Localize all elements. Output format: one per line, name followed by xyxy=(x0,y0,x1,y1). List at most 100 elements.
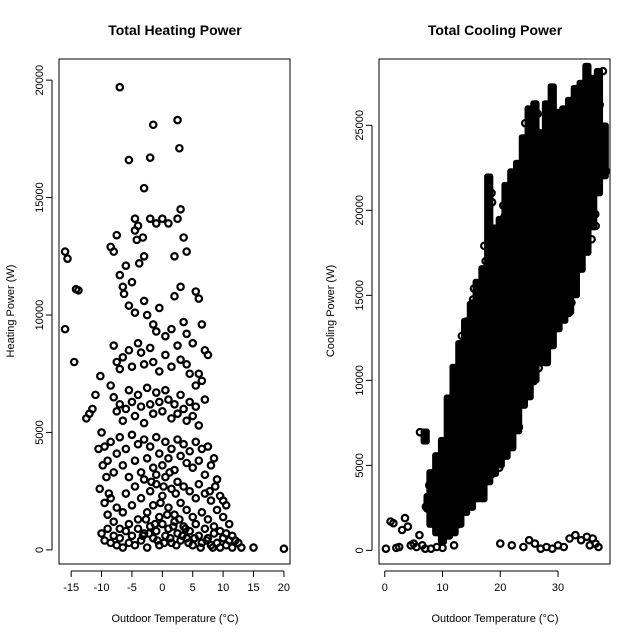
heating-x-ticks: -15 -10 -5 0 5 10 15 20 xyxy=(63,570,290,594)
cooling-data-point xyxy=(580,222,589,231)
cooling-data-point xyxy=(389,518,398,528)
cooling-data-point xyxy=(509,370,519,379)
heating-points xyxy=(60,82,289,554)
cooling-data-point xyxy=(482,312,491,321)
heating-data-point xyxy=(188,512,198,522)
heating-data-point xyxy=(176,451,185,461)
heating-data-point xyxy=(221,500,231,510)
cooling-data-point xyxy=(570,286,580,295)
heating-data-point xyxy=(109,341,119,350)
heating-data-point xyxy=(182,458,191,468)
heating-data-point xyxy=(173,477,182,487)
heating-x-tick-label: 15 xyxy=(247,582,259,594)
heating-data-point xyxy=(224,536,234,545)
heating-data-point xyxy=(106,437,115,447)
heating-data-point xyxy=(112,357,122,367)
cooling-y-tick-label: 5000 xyxy=(354,453,366,477)
heating-data-point xyxy=(145,399,155,409)
heating-data-point xyxy=(209,529,219,538)
cooling-data-point xyxy=(520,118,530,128)
cooling-data-point xyxy=(549,187,559,196)
heating-data-point xyxy=(194,479,204,489)
cooling-data-point xyxy=(485,467,495,476)
cooling-data-point xyxy=(525,144,535,154)
heating-data-point xyxy=(109,517,119,527)
heating-data-point xyxy=(127,277,137,287)
heating-data-point xyxy=(142,543,152,552)
cooling-data-point xyxy=(457,351,466,360)
heating-data-point xyxy=(249,543,258,552)
heating-data-point xyxy=(97,428,106,437)
heating-data-point xyxy=(151,470,161,480)
heating-data-point xyxy=(127,362,137,371)
heating-data-point xyxy=(106,493,115,503)
cooling-data-point xyxy=(595,100,604,110)
cooling-data-point xyxy=(491,404,501,413)
heating-x-tick-label: 10 xyxy=(217,582,229,594)
heating-data-point xyxy=(194,456,204,465)
heating-data-point xyxy=(212,475,222,484)
cooling-data-point xyxy=(521,299,530,309)
cooling-data-point xyxy=(572,196,581,206)
heating-data-point xyxy=(119,289,129,299)
cooling-data-point xyxy=(591,221,600,231)
cooling-data-point xyxy=(579,241,588,250)
heating-data-point xyxy=(185,369,194,379)
heating-data-point xyxy=(148,320,158,329)
heating-data-point xyxy=(69,357,79,367)
cooling-data-point xyxy=(577,94,587,103)
heating-data-point xyxy=(112,230,122,240)
heating-data-point xyxy=(139,418,149,428)
cooling-data-point xyxy=(495,539,505,548)
cooling-data-point xyxy=(468,327,477,337)
cooling-data-point xyxy=(487,188,496,198)
cooling-data-point xyxy=(492,312,502,322)
cooling-data-point xyxy=(492,232,501,242)
cooling-data-point xyxy=(539,352,548,362)
heating-data-point xyxy=(164,395,173,404)
heating-data-point xyxy=(209,454,219,463)
heating-data-point xyxy=(158,519,167,529)
heating-data-point xyxy=(176,205,185,214)
heating-data-point xyxy=(106,381,115,390)
heating-data-point xyxy=(96,371,105,381)
heating-data-point xyxy=(181,524,190,534)
heating-data-point xyxy=(139,435,149,444)
heating-data-point xyxy=(139,296,149,306)
cooling-data-point xyxy=(487,197,497,207)
heating-data-point xyxy=(173,341,182,350)
heating-data-point xyxy=(100,498,109,508)
cooling-data-point xyxy=(493,301,503,311)
cooling-data-point xyxy=(469,345,478,354)
heating-data-point xyxy=(158,407,167,416)
heating-data-point xyxy=(118,282,128,292)
heating-data-point xyxy=(176,498,185,508)
cooling-y-axis-label: Cooling Power (W) xyxy=(325,265,337,357)
cooling-y-tick-label: 25000 xyxy=(354,110,366,141)
heating-data-point xyxy=(60,247,70,256)
cooling-data-point xyxy=(531,319,541,328)
cooling-data-point xyxy=(469,372,479,381)
heating-data-point xyxy=(109,468,119,477)
heating-data-point xyxy=(237,543,246,552)
heating-data-point xyxy=(130,482,140,491)
heating-data-point xyxy=(175,143,184,153)
heating-data-point xyxy=(172,540,181,550)
cooling-data-point xyxy=(381,544,391,553)
heating-data-point xyxy=(115,82,125,92)
cooling-data-point xyxy=(520,317,530,326)
heating-data-point xyxy=(209,522,219,531)
heating-data-point xyxy=(118,508,128,517)
cooling-data-point xyxy=(537,298,547,308)
cooling-data-point xyxy=(434,485,443,494)
cooling-data-point xyxy=(590,80,600,89)
heating-data-point xyxy=(102,472,111,482)
heating-data-point xyxy=(145,214,155,224)
heating-data-point xyxy=(121,444,131,454)
heating-data-point xyxy=(130,308,140,317)
cooling-data-point xyxy=(567,298,576,307)
cooling-chart-title: Total Cooling Power xyxy=(428,22,563,38)
heating-data-point xyxy=(175,515,184,524)
cooling-data-point xyxy=(520,211,530,220)
